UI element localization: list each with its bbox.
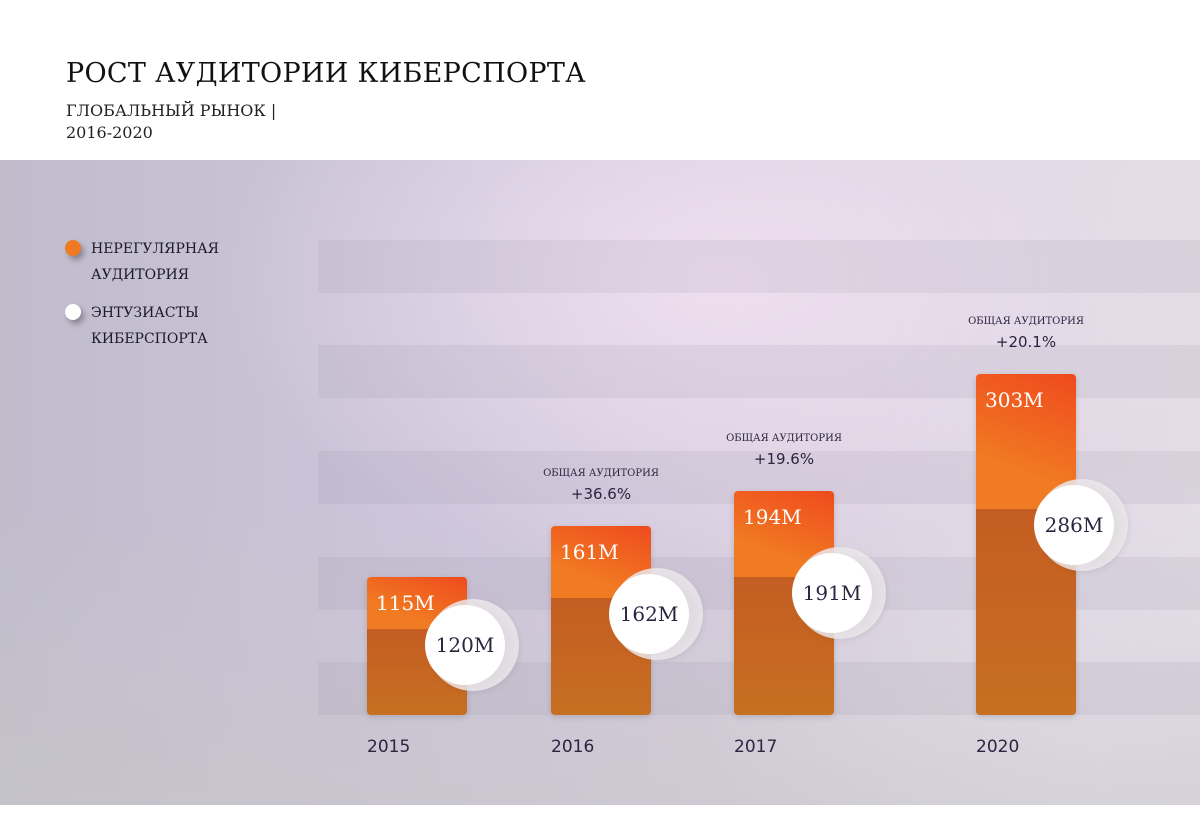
annotation-label: ОБЩАЯ АУДИТОРИЯ: [543, 468, 659, 480]
growth-annotation: ОБЩАЯ АУДИТОРИЯ +20.1%: [966, 316, 1086, 351]
growth-annotation: ОБЩАЯ АУДИТОРИЯ +36.6%: [541, 468, 661, 503]
grid-band: [318, 240, 1200, 293]
chart-subtitle-years: 2016-2020: [66, 123, 153, 142]
legend-item-occasional: НЕРЕГУЛЯРНАЯ АУДИТОРИЯ: [65, 236, 231, 288]
annotation-value: +19.6%: [753, 449, 815, 468]
x-tick-label: 2017: [734, 737, 778, 757]
white-dot-icon: [65, 304, 81, 320]
data-label-occasional: 303M: [985, 387, 1044, 412]
annotation-value: +36.6%: [570, 485, 632, 504]
data-label-enthusiasts: 286M: [1034, 485, 1114, 566]
data-label-occasional: 115M: [376, 591, 435, 616]
annotation-label: ОБЩАЯ АУДИТОРИЯ: [968, 315, 1084, 327]
legend-label: НЕРЕГУЛЯРНАЯ АУДИТОРИЯ: [91, 241, 219, 283]
data-label-occasional: 194M: [743, 504, 802, 529]
data-label-enthusiasts: 120M: [425, 604, 505, 685]
annotation-value: +20.1%: [995, 332, 1057, 351]
chart-subtitle: ГЛОБАЛЬНЫЙ РЫНОК |: [66, 101, 277, 120]
data-label-enthusiasts: 191M: [792, 553, 872, 634]
legend-label: ЭНТУЗИАСТЫ КИБЕРСПОРТА: [91, 305, 208, 347]
x-tick-label: 2015: [367, 737, 411, 757]
data-label-enthusiasts: 162M: [609, 574, 689, 655]
x-tick-label: 2020: [976, 737, 1020, 757]
data-label-occasional: 161M: [560, 540, 619, 565]
growth-annotation: ОБЩАЯ АУДИТОРИЯ +19.6%: [724, 433, 844, 468]
x-tick-label: 2016: [551, 737, 595, 757]
annotation-label: ОБЩАЯ АУДИТОРИЯ: [726, 432, 842, 444]
chart-title: РОСТ АУДИТОРИИ КИБЕРСПОРТА: [66, 58, 586, 89]
legend-item-enthusiasts: ЭНТУЗИАСТЫ КИБЕРСПОРТА: [65, 300, 231, 352]
orange-dot-icon: [65, 240, 81, 256]
